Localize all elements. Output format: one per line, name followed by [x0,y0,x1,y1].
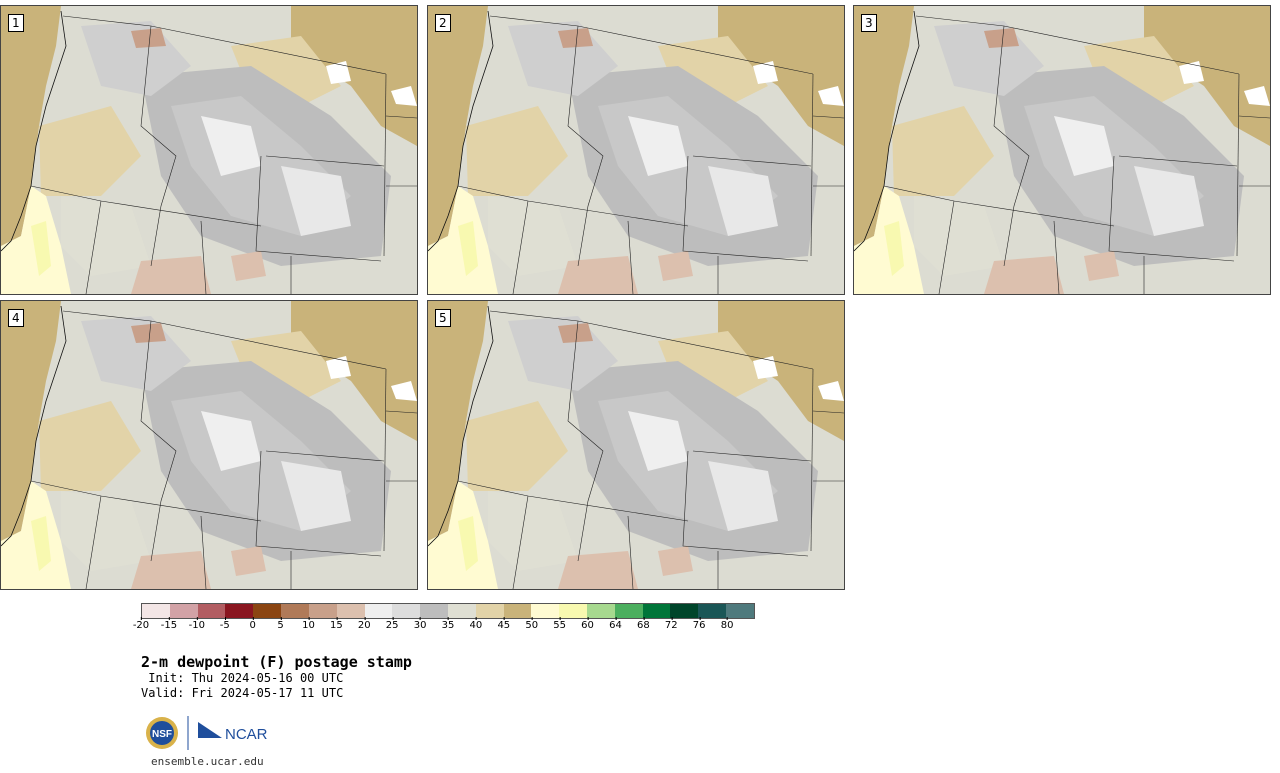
colorbar-swatch [225,604,254,618]
colorbar-ticks: -20 -15 -10 -5 0 5 10 15 20 25 30 35 40 45 50 55 60 64 68 7… [133,617,755,640]
panel-label-4: 4 [8,309,24,327]
colorbar-tick-label: 0 [249,617,256,631]
colorbar-swatch [336,604,365,618]
colorbar-tick-label: -20 [132,617,150,631]
map-3 [854,6,1270,294]
nsf-logo: NSF [146,717,178,749]
nsf-logo-text: NSF [152,729,172,740]
colorbar-swatch [169,604,198,618]
map-panel-3: 3 [853,5,1271,295]
colorbar-tick-label: 25 [385,617,399,631]
logos: NSF NCAR [146,716,268,750]
map-panel-5: 5 [427,300,845,590]
website-text: ensemble.ucar.edu [151,755,264,768]
colorbar-swatch [698,604,727,618]
panel-label-5: 5 [435,309,451,327]
colorbar-swatch [670,604,699,618]
ncar-logo: NCAR [198,722,268,743]
map-panel-2: 2 [427,5,845,295]
colorbar-swatch [614,604,643,618]
colorbar-tick-label: 50 [525,617,539,631]
chart-title: 2-m dewpoint (F) postage stamp [141,653,412,671]
colorbar-tick-label: 5 [277,617,284,631]
colorbar-swatch [726,604,754,618]
colorbar-swatch [587,604,615,618]
colorbar-swatch [281,604,309,618]
colorbar-tick-label: 45 [497,617,511,631]
colorbar-tick-label: 68 [636,617,650,631]
map-2 [428,6,844,294]
panel-label-3: 3 [861,14,877,32]
colorbar-swatch [364,604,393,618]
panel-label-1: 1 [8,14,24,32]
colorbar-tick-label: 30 [413,617,427,631]
colorbar-swatch [447,604,476,618]
colorbar-tick-label: 60 [581,617,594,631]
colorbar-swatch [253,604,282,618]
ncar-logo-text: NCAR [225,726,268,743]
colorbar-swatch [559,604,587,618]
colorbar-tick-label: 76 [692,617,706,631]
colorbar-tick-label: 20 [357,617,371,631]
colorbar-tick-label: 72 [664,617,678,631]
map-1 [1,6,417,294]
map-panel-4: 4 [0,300,418,590]
init-time: Init: Thu 2024-05-16 00 UTC [141,671,344,685]
colorbar-tick-label: -15 [160,617,178,631]
colorbar-tick-label: 80 [720,617,734,631]
colorbar-tick-label: 64 [609,617,622,631]
panel-label-2: 2 [435,14,451,32]
colorbar-tick-label: 15 [329,617,343,631]
colorbar-swatch [503,604,532,618]
colorbar-tick-label: 10 [302,617,315,631]
colorbar-tick-label: -10 [188,617,205,631]
colorbar-swatch [420,604,448,618]
colorbar-swatch [475,604,504,618]
colorbar-swatch [308,604,337,618]
colorbar-swatch [531,604,560,618]
colorbar-tick-label: 55 [553,617,566,631]
map-4 [1,301,417,589]
colorbar-swatch [197,604,226,618]
map-5 [428,301,844,589]
colorbar-tick-label: 40 [469,617,483,631]
valid-time: Valid: Fri 2024-05-17 11 UTC [141,686,344,700]
colorbar-tick-label: 35 [441,617,455,631]
map-panel-1: 1 [0,5,418,295]
colorbar-swatch [392,604,421,618]
colorbar-tick-label: -5 [219,617,230,631]
colorbar-swatch [642,604,671,618]
colorbar [141,603,755,619]
colorbar-swatch [142,604,170,618]
